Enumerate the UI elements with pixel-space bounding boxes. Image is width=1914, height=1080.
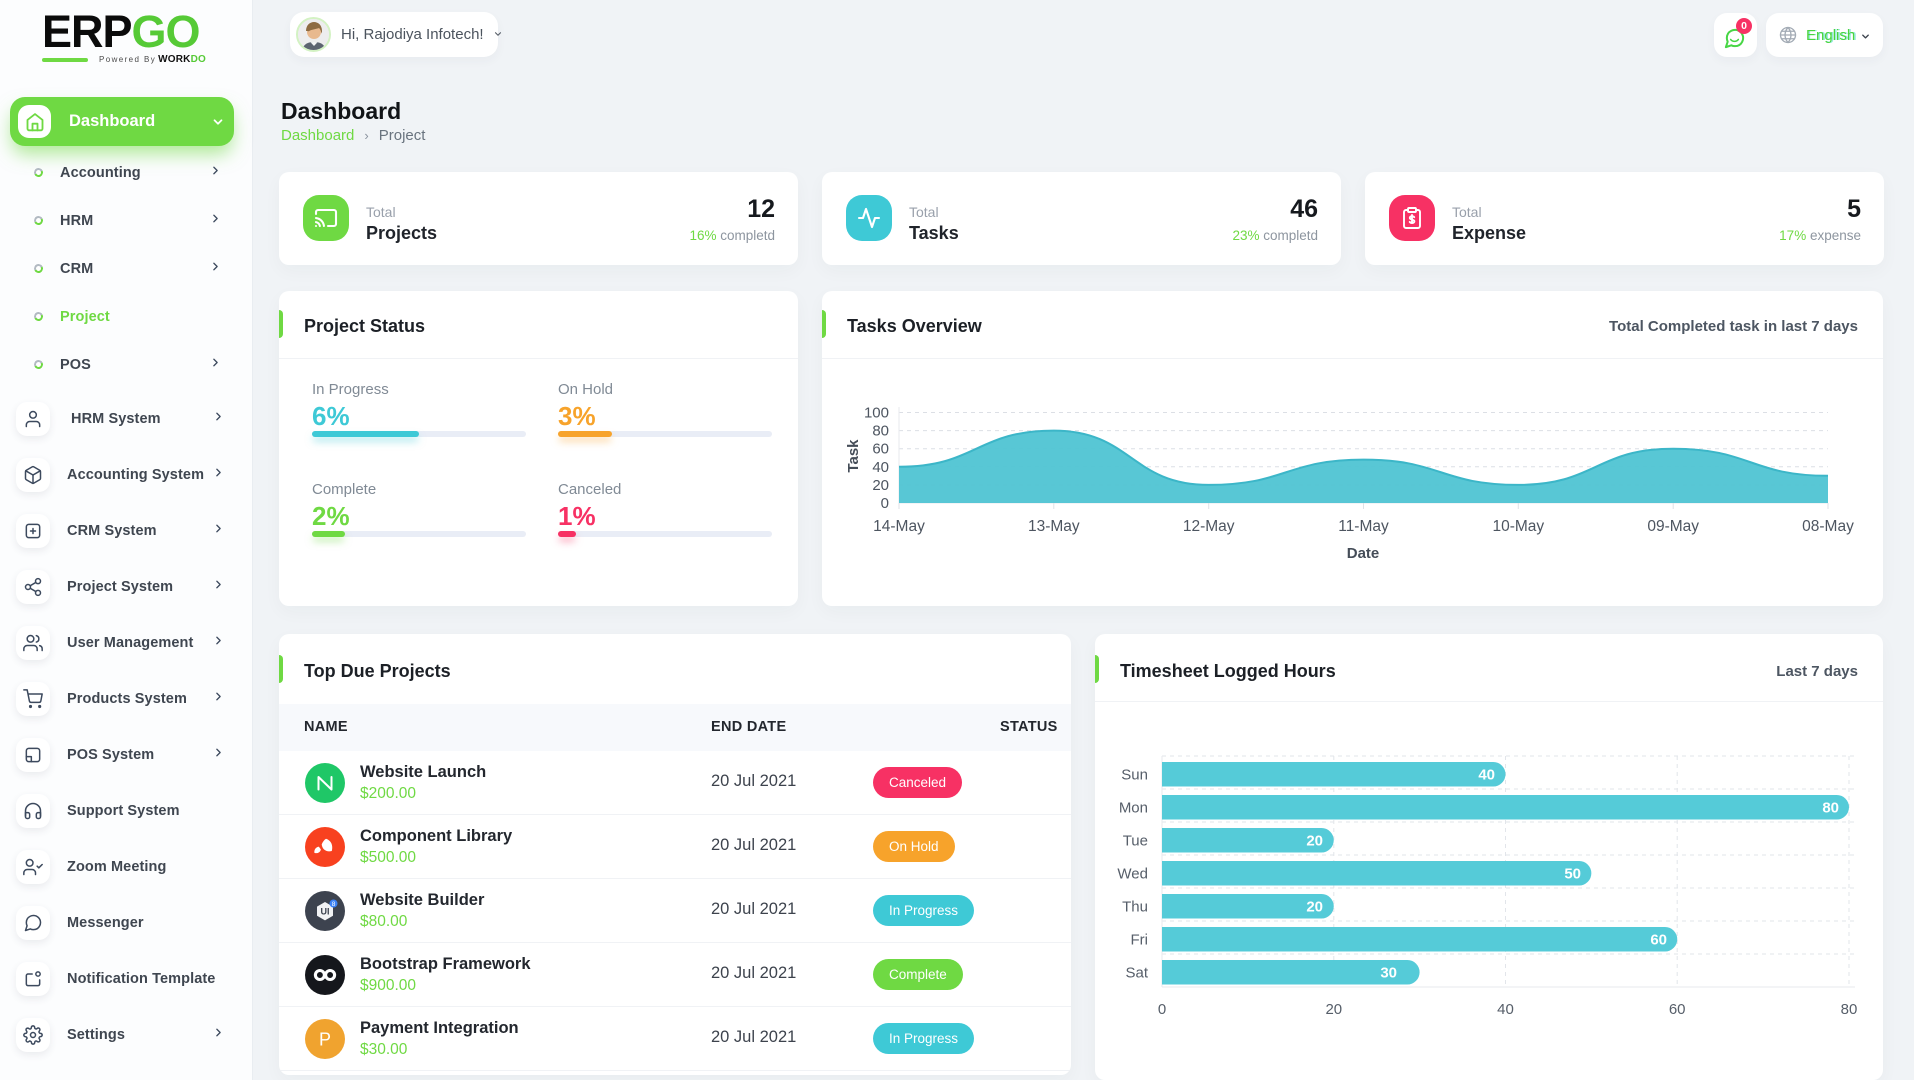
svg-text:40: 40 [1478, 767, 1495, 784]
svg-text:8: 8 [332, 901, 336, 908]
svg-text:UI: UI [321, 907, 330, 917]
svg-text:60: 60 [1650, 932, 1667, 949]
svg-text:60: 60 [872, 441, 889, 458]
svg-text:14-May: 14-May [873, 518, 925, 535]
svg-text:0: 0 [1158, 1001, 1166, 1018]
svg-text:Mon: Mon [1119, 800, 1148, 817]
svg-text:30: 30 [1380, 965, 1397, 982]
svg-text:Task: Task [845, 439, 862, 473]
svg-text:40: 40 [872, 459, 889, 476]
svg-text:100: 100 [864, 405, 889, 422]
svg-text:Wed: Wed [1117, 866, 1148, 883]
svg-text:80: 80 [1841, 1001, 1858, 1018]
svg-text:Sat: Sat [1125, 965, 1148, 982]
svg-text:20: 20 [872, 477, 889, 494]
svg-text:09-May: 09-May [1647, 518, 1699, 535]
svg-text:Thu: Thu [1122, 899, 1148, 916]
svg-text:08-May: 08-May [1802, 518, 1854, 535]
svg-text:80: 80 [872, 423, 889, 440]
svg-text:11-May: 11-May [1338, 518, 1389, 535]
svg-text:Tue: Tue [1123, 833, 1148, 850]
svg-text:20: 20 [1306, 899, 1323, 916]
svg-text:60: 60 [1669, 1001, 1686, 1018]
svg-text:13-May: 13-May [1028, 518, 1080, 535]
svg-text:10-May: 10-May [1492, 518, 1544, 535]
svg-text:P: P [319, 1030, 331, 1050]
svg-text:Date: Date [1347, 545, 1380, 562]
svg-text:20: 20 [1325, 1001, 1342, 1018]
svg-text:Fri: Fri [1131, 932, 1149, 949]
svg-text:Sun: Sun [1121, 767, 1148, 784]
svg-text:20: 20 [1306, 833, 1323, 850]
svg-text:0: 0 [881, 495, 889, 512]
svg-text:50: 50 [1564, 866, 1581, 883]
svg-text:40: 40 [1497, 1001, 1514, 1018]
svg-text:80: 80 [1822, 800, 1839, 817]
svg-text:12-May: 12-May [1183, 518, 1235, 535]
